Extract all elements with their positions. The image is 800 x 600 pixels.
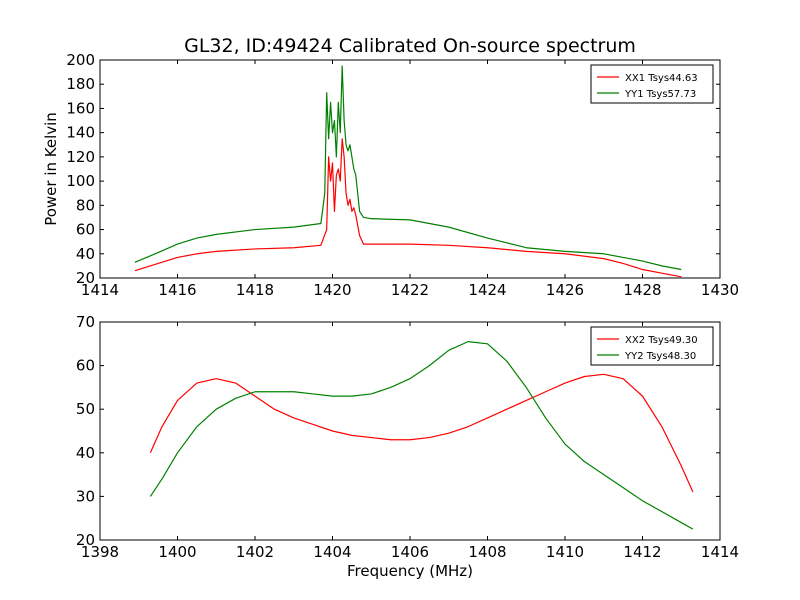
series-line-green <box>149 341 694 530</box>
legend: XX1 Tsys44.63 YY1 Tsys57.73 <box>590 64 714 104</box>
y-tick-label: 100 <box>66 172 95 190</box>
x-tick-label: 1426 <box>546 281 584 299</box>
legend-entry: YY2 Tsys48.30 <box>624 351 696 362</box>
x-tick-label: 1408 <box>468 543 506 561</box>
legend-box <box>590 64 714 104</box>
y-axis-label: Power in Kelvin <box>42 112 60 226</box>
y-tick-label: 60 <box>76 357 95 375</box>
x-tick-label: 1410 <box>546 543 584 561</box>
chart-title: GL32, ID:49424 Calibrated On-source spec… <box>184 35 636 57</box>
legend-entry: XX1 Tsys44.63 <box>625 73 698 84</box>
legend-box <box>590 326 714 366</box>
y-tick-label: 60 <box>76 221 95 239</box>
x-tick-label: 1398 <box>81 543 119 561</box>
legend: XX2 Tsys49.30 YY2 Tsys48.30 <box>590 326 714 366</box>
series-line-red <box>149 373 694 493</box>
y-tick-label: 200 <box>66 51 95 69</box>
x-tick-label: 1422 <box>391 281 429 299</box>
y-tick-label: 160 <box>66 99 95 117</box>
y-tick-label: 20 <box>76 269 95 287</box>
legend-entry: YY1 Tsys57.73 <box>624 89 696 100</box>
x-tick-label: 1424 <box>468 281 506 299</box>
y-tick-label: 40 <box>76 444 95 462</box>
x-tick-label: 1428 <box>623 281 661 299</box>
x-tick-label: 1430 <box>701 281 739 299</box>
y-tick-label: 80 <box>76 196 95 214</box>
x-tick-label: 1414 <box>81 281 119 299</box>
x-tick-label: 1420 <box>313 281 351 299</box>
top-panel: 1414 1416 1418 1420 1422 1424 1426 1428 1430 20 40… <box>66 51 739 299</box>
x-tick-label: 1418 <box>236 281 274 299</box>
x-tick-label: 1412 <box>623 543 661 561</box>
y-tick-label: 50 <box>76 400 95 418</box>
series-line-green <box>134 65 682 271</box>
y-tick-label: 30 <box>76 487 95 505</box>
x-tick-label: 1416 <box>158 281 196 299</box>
y-tick-label: 140 <box>66 124 95 142</box>
y-tick-label: 40 <box>76 245 95 263</box>
x-tick-label: 1402 <box>236 543 274 561</box>
x-tick-label: 1414 <box>701 543 739 561</box>
y-tick-label: 180 <box>66 75 95 93</box>
y-tick-label: 70 <box>76 313 95 331</box>
bottom-panel: 1398 1400 1402 1404 1406 1408 1410 1412 1414 20 30… <box>76 313 739 561</box>
x-axis-label: Frequency (MHz) <box>347 562 473 580</box>
legend-entry: XX2 Tsys49.30 <box>625 335 698 346</box>
series-line-red <box>134 138 682 278</box>
y-tick-label: 120 <box>66 148 95 166</box>
x-tick-label: 1400 <box>158 543 196 561</box>
x-tick-label: 1404 <box>313 543 351 561</box>
y-tick-label: 20 <box>76 531 95 549</box>
x-tick-label: 1406 <box>391 543 429 561</box>
